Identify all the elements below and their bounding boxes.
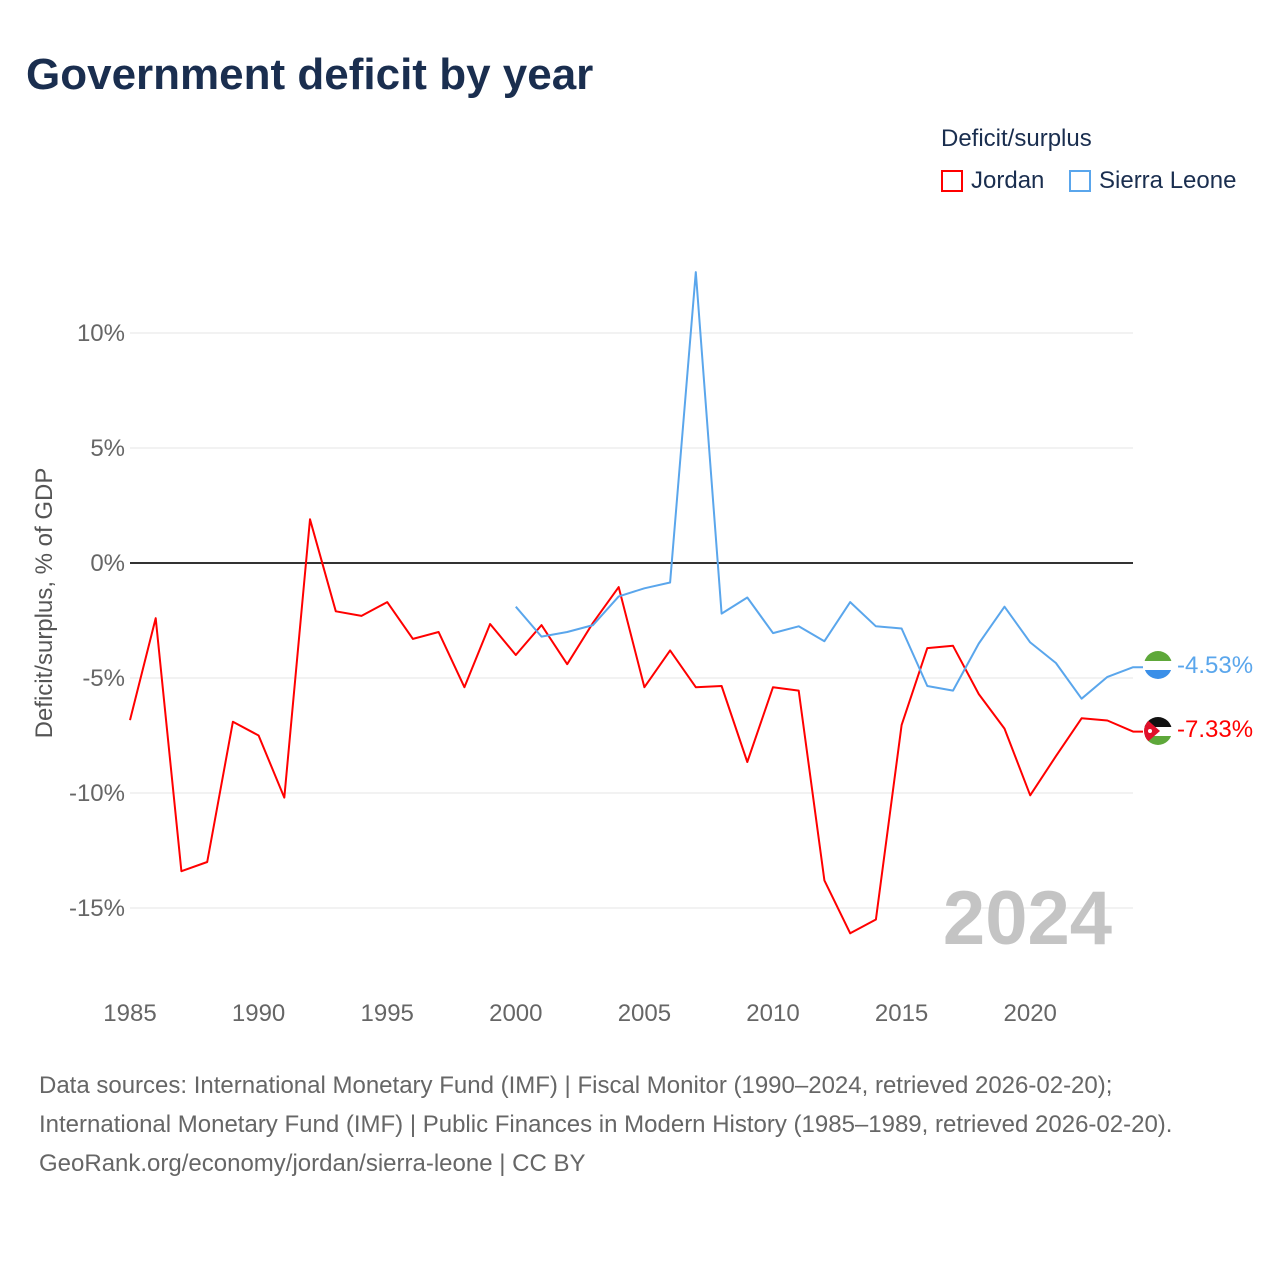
series-line-sierra-leone (515, 271, 1143, 700)
x-tick-label: 1990 (232, 1000, 285, 1027)
x-tick-label: 1995 (361, 1000, 414, 1027)
y-tick-label: -5% (82, 665, 125, 692)
y-tick-label: -10% (69, 780, 125, 807)
x-tick-label: 2005 (618, 1000, 671, 1027)
legend-title: Deficit/surplus (941, 125, 1092, 152)
y-tick-label: 5% (90, 435, 125, 462)
x-tick-label: 2020 (1004, 1000, 1057, 1027)
x-tick-label: 2000 (489, 1000, 542, 1027)
end-label-sierra-leone: -4.53% (1177, 652, 1253, 679)
x-tick-label: 1985 (103, 1000, 156, 1027)
chart-title: Government deficit by year (26, 50, 594, 99)
credit-link[interactable]: GeoRank.org/economy/jordan/sierra-leone … (39, 1150, 586, 1177)
line-chart: -15% -10% -5% 0% 5% 10% 1985 1990 1995 2000 2005 20… (31, 271, 1253, 1027)
x-tick-label: 2010 (746, 1000, 799, 1027)
legend-label: Sierra Leone (1099, 167, 1237, 194)
legend-swatch-jordan (941, 170, 963, 192)
sierra-leone-flag-icon (1144, 651, 1172, 679)
legend-item-jordan[interactable]: Jordan (941, 167, 1044, 195)
x-tick-label: 2015 (875, 1000, 928, 1027)
y-tick-label: 10% (77, 320, 125, 347)
footer: Data sources: International Monetary Fun… (39, 1066, 1249, 1183)
data-sources: Data sources: International Monetary Fun… (39, 1072, 1173, 1138)
legend-item-sierra-leone[interactable]: Sierra Leone (1069, 167, 1236, 195)
y-tick-label: 0% (90, 550, 125, 577)
end-label-jordan: -7.33% (1177, 716, 1253, 743)
y-axis-label: Deficit/surplus, % of GDP (31, 468, 58, 739)
y-tick-label: -15% (69, 895, 125, 922)
jordan-flag-icon (1144, 717, 1172, 745)
legend-swatch-sierra-leone (1069, 170, 1091, 192)
series-line-jordan (129, 518, 1143, 935)
legend-label: Jordan (971, 167, 1045, 194)
year-watermark: 2024 (943, 876, 1112, 961)
